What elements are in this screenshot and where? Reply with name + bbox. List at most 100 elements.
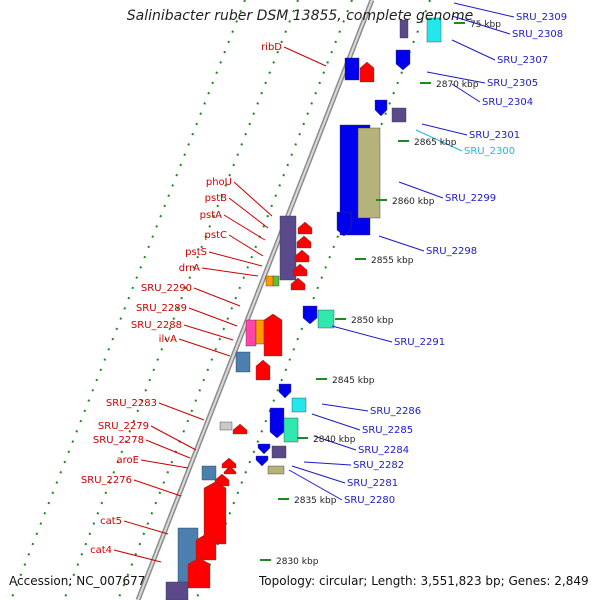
gene-sru2299 — [357, 127, 381, 219]
gene-aroe — [201, 465, 217, 481]
label-connector-lines — [113, 2, 515, 563]
gene-sru2285 — [283, 417, 299, 443]
gene-label-left: SRU_2279 — [98, 421, 149, 432]
connector-left-3 — [223, 214, 266, 241]
gene-sru2309 — [399, 19, 409, 39]
gene-label-right: SRU_2285 — [362, 425, 413, 436]
gene-sru2282 — [255, 455, 269, 467]
gene-sru2307 — [395, 49, 411, 71]
scale-tick-label: 2840 kbp — [313, 435, 356, 445]
gene-label-left: phoU — [206, 177, 232, 188]
gene-label-left: SRU_2278 — [93, 435, 144, 446]
gene-label-left: ilvA — [159, 334, 177, 345]
gene-sru2283 — [219, 421, 233, 431]
gene-cat5-arrow — [195, 533, 217, 561]
gene-label-left: cat4 — [90, 545, 112, 556]
connector-left-1 — [233, 181, 273, 217]
gene-sru2276 — [203, 481, 227, 545]
connector-right-11 — [311, 413, 361, 431]
connector-left-13 — [145, 439, 191, 459]
connector-right-10 — [321, 403, 369, 412]
connector-right-14 — [291, 465, 346, 484]
connector-right-0 — [453, 2, 515, 18]
gene-sru2308 — [426, 17, 442, 43]
gene-label-right: SRU_2305 — [487, 78, 538, 89]
gene-label-left: pstS — [185, 247, 207, 258]
connector-right-8 — [378, 235, 425, 252]
connector-left-4 — [228, 234, 264, 257]
dotted-track-1 — [117, 0, 353, 600]
topology-text: Topology: circular; Length: 3,551,823 bp… — [259, 574, 589, 588]
gene-sru2286-a — [278, 383, 292, 399]
gene-cat4-block — [165, 581, 189, 600]
gene-label-right: SRU_2282 — [353, 460, 404, 471]
connector-right-13 — [303, 461, 352, 466]
gene-sru2291-a — [302, 305, 318, 325]
gene-features — [165, 17, 442, 600]
scale-tick-label: 2855 kbp — [371, 256, 414, 266]
connector-left-5 — [208, 251, 263, 267]
gene-sru2283-arrow — [232, 423, 248, 435]
gene-psta — [294, 249, 310, 263]
gene-label-right: SRU_2280 — [344, 495, 395, 506]
connector-left-2 — [228, 197, 269, 229]
connector-right-5 — [421, 123, 468, 136]
gene-sru2288 — [263, 313, 283, 357]
genome-title: Salinibacter ruber DSM 13855, complete g… — [126, 8, 474, 24]
gene-label-right: SRU_2298 — [426, 246, 477, 257]
backbone-inner — [137, 0, 373, 600]
scale-tick-label: 2870 kbp — [436, 80, 479, 90]
connector-left-14 — [140, 459, 189, 469]
gene-sru2279 — [221, 457, 237, 469]
gene-pstb — [296, 235, 312, 249]
gene-label-right: SRU_2309 — [516, 12, 567, 23]
gene-sru2284-a — [257, 443, 271, 455]
gene-label-left: SRU_2290 — [141, 283, 192, 294]
gene-sru2286 — [291, 397, 307, 413]
scale-tick-label: 2860 kbp — [392, 197, 435, 207]
connector-left-6 — [201, 267, 259, 277]
gene-label-left: aroE — [117, 455, 139, 466]
gene-label-right: SRU_2304 — [482, 97, 533, 108]
gene-label-left: SRU_2276 — [81, 475, 132, 486]
gene-sru2304 — [374, 99, 388, 117]
scale-tick-label: 2845 kbp — [332, 376, 375, 386]
gene-label-left: SRU_2289 — [136, 303, 187, 314]
gene-sru2291 — [317, 309, 335, 329]
gene-label-right: SRU_2299 — [445, 193, 496, 204]
connector-left-10 — [178, 338, 231, 357]
gene-label-right: SRU_2301 — [469, 130, 520, 141]
gene-phou — [297, 221, 313, 235]
gene-label-left: pstB — [205, 193, 227, 204]
scale-tick-label: 2835 kbp — [294, 496, 337, 506]
gene-ribd — [359, 61, 375, 83]
connector-right-9 — [331, 325, 393, 343]
connector-left-7 — [193, 287, 241, 307]
gene-label-right: SRU_2300 — [464, 146, 515, 157]
dotted-track-3 — [195, 0, 431, 600]
scale-tick-label: 2865 kbp — [414, 138, 457, 148]
gene-psts — [290, 277, 306, 291]
gene-label-right: SRU_2291 — [394, 337, 445, 348]
connector-right-15 — [288, 469, 343, 501]
gene-sru2301 — [391, 107, 407, 123]
connector-right-12 — [313, 435, 357, 451]
gene-label-left: cat5 — [100, 516, 122, 527]
gene-label-left: drrA — [179, 263, 200, 274]
gene-label-left: ribD — [261, 42, 282, 53]
gene-aroe-arrow — [214, 473, 230, 487]
gene-sru2290 — [245, 319, 257, 347]
gene-ilva — [235, 351, 251, 373]
gene-label-right: SRU_2307 — [497, 55, 548, 66]
gene-sru2298 — [336, 211, 352, 237]
connector-left-8 — [188, 307, 238, 327]
gene-drra-a — [265, 275, 275, 287]
scale-tick-label: 2850 kbp — [351, 316, 394, 326]
scale-ticks: 2830 kbp 2835 kbp 2840 kbp 2845 kbp 2850 kbp… — [260, 20, 501, 567]
gene-label-left: SRU_2283 — [106, 398, 157, 409]
gene-label-right: SRU_2284 — [358, 445, 409, 456]
gene-label-right: SRU_2308 — [512, 29, 563, 40]
gene-labels: ribD phoU pstB pstA pstC pstS drrA SRU_2290 SRU_… — [81, 12, 567, 556]
connector-left-16 — [123, 520, 169, 535]
